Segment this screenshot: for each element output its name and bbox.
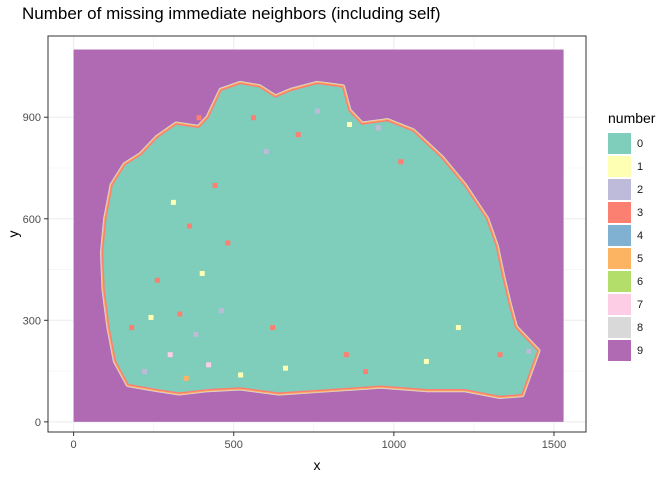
legend-label: 3 xyxy=(637,206,644,219)
heatmap-cell xyxy=(238,372,244,378)
heatmap-cell xyxy=(196,115,202,121)
y-tick-label: 0 xyxy=(35,417,41,429)
legend-swatch xyxy=(608,202,631,223)
heatmap-cell xyxy=(282,365,288,371)
legend-label: 9 xyxy=(637,344,644,357)
heatmap-cell xyxy=(129,325,135,331)
legend-swatch xyxy=(608,133,631,154)
heatmap-cell xyxy=(225,240,231,246)
legend-label: 2 xyxy=(637,183,644,196)
heatmap-cell xyxy=(526,348,532,354)
heatmap-cell xyxy=(142,369,148,375)
legend-item-9: 9 xyxy=(608,339,655,362)
legend-swatch xyxy=(608,225,631,246)
legend-title: number xyxy=(608,110,656,126)
x-tick-label: 0 xyxy=(71,439,77,451)
y-tick-label: 300 xyxy=(23,315,41,327)
legend-item-4: 4 xyxy=(608,224,655,247)
heatmap-cell xyxy=(347,122,353,127)
legend-swatch xyxy=(608,156,631,177)
legend-item-1: 1 xyxy=(608,155,655,178)
legend-item-8: 8 xyxy=(608,316,655,339)
heatmap-cell xyxy=(212,182,218,188)
heatmap-cell xyxy=(423,358,429,364)
heatmap-cell xyxy=(218,308,224,314)
heatmap-cell xyxy=(199,270,205,276)
legend-label: 5 xyxy=(637,252,644,265)
heatmap-cell xyxy=(186,223,192,229)
heatmap-cell xyxy=(315,108,320,114)
y-tick-label: 600 xyxy=(23,214,41,226)
legend-item-3: 3 xyxy=(608,201,655,224)
heatmap-cell xyxy=(270,325,276,331)
legend-label: 4 xyxy=(637,229,644,242)
x-tick-label: 1000 xyxy=(382,439,406,451)
heatmap-cell xyxy=(170,199,176,205)
heatmap-cell xyxy=(455,325,461,331)
legend-label: 7 xyxy=(637,298,644,311)
legend-item-0: 0 xyxy=(608,132,655,155)
heatmap-cell xyxy=(177,311,183,317)
heatmap-cell xyxy=(148,314,154,320)
legend-swatch xyxy=(608,294,631,315)
heatmap-cell xyxy=(183,375,189,381)
x-tick-label: 500 xyxy=(225,439,243,451)
legend-swatch xyxy=(608,271,631,292)
heatmap-cell xyxy=(263,149,269,155)
heatmap-cell xyxy=(295,132,301,138)
heatmap-cell xyxy=(343,352,349,358)
legend-swatch xyxy=(608,340,631,361)
heatmap-cell xyxy=(167,352,173,358)
legend-label: 8 xyxy=(637,321,644,334)
legend-swatch xyxy=(608,317,631,338)
heatmap-cell xyxy=(497,352,503,358)
heatmap-cell xyxy=(363,369,369,375)
heatmap-cell xyxy=(398,159,404,165)
panel-border xyxy=(47,35,587,433)
legend-item-6: 6 xyxy=(608,270,655,293)
heatmap-cell xyxy=(375,125,381,131)
legend-item-5: 5 xyxy=(608,247,655,270)
legend-label: 0 xyxy=(637,137,644,150)
y-tick-label: 900 xyxy=(23,112,41,124)
chart-title: Number of missing immediate neighbors (i… xyxy=(22,4,441,23)
legend-swatch xyxy=(608,179,631,200)
legend-label: 6 xyxy=(637,275,644,288)
x-tick-label: 1500 xyxy=(542,439,566,451)
legend-label: 1 xyxy=(637,160,644,173)
heatmap-cell xyxy=(206,362,212,368)
heatmap-cell xyxy=(154,277,160,283)
legend-item-2: 2 xyxy=(608,178,655,201)
heatmap-region-0 xyxy=(101,82,539,398)
legend: number 0 1 2 3 4 5 6 7 8 9 xyxy=(608,110,655,362)
legend-item-7: 7 xyxy=(608,293,655,316)
heatmap-cell xyxy=(250,115,256,121)
legend-items: 0 1 2 3 4 5 6 7 8 9 xyxy=(608,132,655,362)
heatmap-cell xyxy=(193,331,199,337)
legend-swatch xyxy=(608,248,631,269)
y-axis-title: y xyxy=(5,231,21,238)
x-axis-title: x xyxy=(314,457,321,473)
